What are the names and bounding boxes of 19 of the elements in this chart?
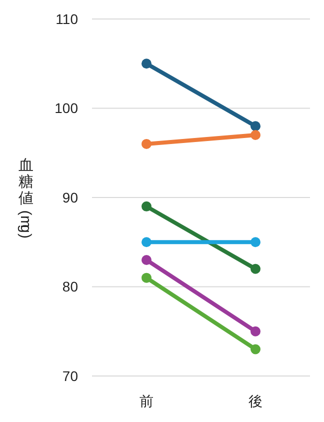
- x-tick-label: 前: [140, 393, 154, 409]
- point: [250, 237, 260, 248]
- point: [250, 344, 260, 354]
- y-tick-label: 110: [56, 10, 78, 27]
- y-tick-label: 80: [62, 278, 78, 295]
- point: [250, 264, 260, 274]
- point: [142, 272, 152, 283]
- point: [142, 237, 152, 248]
- point: [250, 326, 260, 336]
- point: [142, 201, 152, 212]
- y-tick-label: 70: [62, 368, 78, 384]
- y-tick-label: 100: [54, 100, 78, 116]
- point: [142, 58, 152, 69]
- point: [142, 138, 152, 149]
- x-tick-label: 後: [248, 393, 262, 409]
- y-tick-label: 90: [62, 189, 78, 206]
- point: [250, 130, 260, 140]
- point: [142, 254, 152, 265]
- point: [250, 121, 260, 132]
